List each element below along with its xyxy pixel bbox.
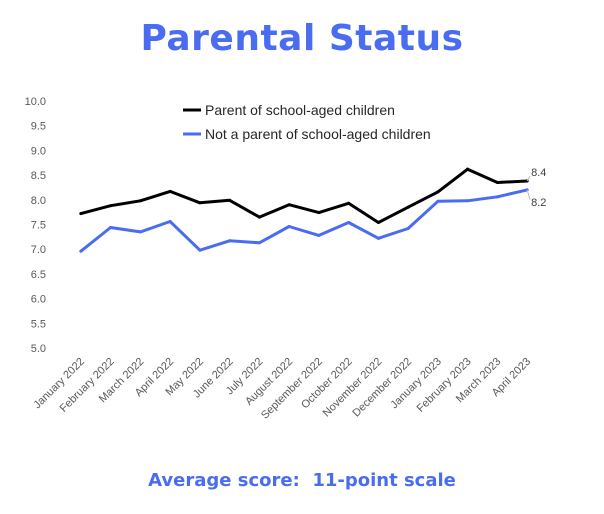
data-point xyxy=(287,203,291,207)
data-point xyxy=(287,224,291,228)
data-point xyxy=(376,221,380,225)
y-tick-label: 7.5 xyxy=(31,220,46,232)
data-point xyxy=(376,236,380,240)
y-tick-label: 5.5 xyxy=(31,318,46,330)
series-line-1 xyxy=(79,167,529,224)
y-tick-label: 10.0 xyxy=(25,96,46,108)
y-tick-label: 9.5 xyxy=(31,121,46,133)
data-point xyxy=(495,181,499,185)
data-point xyxy=(495,195,499,199)
y-tick-label: 6.0 xyxy=(31,294,46,306)
data-point xyxy=(436,199,440,203)
data-point xyxy=(138,230,142,234)
data-point xyxy=(257,241,261,245)
series-line-2 xyxy=(79,188,529,253)
data-point xyxy=(466,199,470,203)
data-label-end: 8.2 xyxy=(531,197,546,209)
y-tick-label: 9.0 xyxy=(31,145,46,157)
x-tick-label: January 2022 xyxy=(31,356,87,412)
y-tick-label: 7.0 xyxy=(31,244,46,256)
y-tick-label: 5.0 xyxy=(31,343,46,355)
data-point xyxy=(79,212,83,216)
data-point xyxy=(466,167,470,171)
chart-subtitle: Average score: 11-point scale xyxy=(148,470,456,491)
data-point xyxy=(257,215,261,219)
legend-label-2: Not a parent of school-aged children xyxy=(205,126,431,142)
leader-line xyxy=(526,175,531,182)
data-label-end: 8.4 xyxy=(531,167,546,179)
data-point xyxy=(347,221,351,225)
y-tick-label: 8.5 xyxy=(31,170,46,182)
data-point xyxy=(198,201,202,205)
leader-line xyxy=(526,189,531,201)
y-tick-label: 8.0 xyxy=(31,195,46,207)
data-point xyxy=(79,249,83,253)
data-point xyxy=(406,226,410,230)
data-point xyxy=(347,201,351,205)
data-point xyxy=(436,190,440,194)
data-point xyxy=(109,225,113,229)
data-point xyxy=(317,211,321,215)
chart-title: Parental Status xyxy=(140,18,464,59)
data-point xyxy=(109,204,113,208)
data-point xyxy=(138,199,142,203)
data-point xyxy=(228,198,232,202)
data-point xyxy=(198,248,202,252)
data-point xyxy=(406,205,410,209)
y-tick-label: 6.5 xyxy=(31,269,46,281)
data-point xyxy=(228,239,232,243)
data-point xyxy=(317,233,321,237)
data-point xyxy=(168,220,172,224)
legend-label-1: Parent of school-aged children xyxy=(205,102,395,118)
data-point xyxy=(168,189,172,193)
